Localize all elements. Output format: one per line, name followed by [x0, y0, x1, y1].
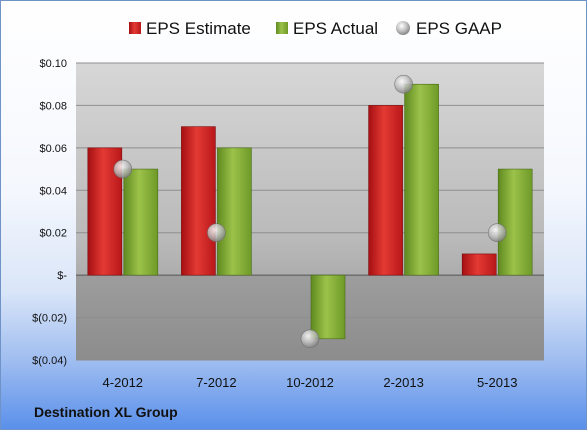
legend-label-estimate: EPS Estimate: [146, 19, 251, 38]
x-tick-label: 7-2012: [196, 375, 236, 390]
marker-eps-gaap: [113, 159, 133, 179]
y-tick-label: $(0.04): [32, 355, 67, 367]
legend-item-gaap: EPS GAAP: [396, 19, 502, 38]
legend-swatch-actual: [276, 22, 288, 34]
bar-eps-actual: [217, 147, 252, 276]
marker-eps-gaap: [207, 223, 226, 243]
bar-eps-actual: [123, 168, 159, 276]
marker-eps-gaap: [394, 74, 413, 94]
y-tick-label: $0.06: [39, 143, 67, 155]
x-tick-label: 10-2012: [286, 375, 334, 390]
legend-label-actual: EPS Actual: [293, 19, 378, 38]
x-tick-label: 5-2013: [477, 375, 517, 390]
legend-label-gaap: EPS GAAP: [416, 19, 502, 38]
y-tick-label: $-: [57, 270, 67, 282]
y-tick-label: $0.10: [39, 58, 67, 70]
y-tick-label: $(0.02): [32, 313, 67, 325]
y-axis-labels: $0.10 $0.08 $0.06 $0.04 $0.02 $- $(0.02) $(0.04…: [32, 58, 67, 367]
bar-eps-estimate: [181, 126, 216, 276]
y-tick-label: $0.08: [39, 100, 67, 112]
legend-swatch-gaap: [396, 21, 410, 35]
bar-eps-actual: [404, 83, 439, 276]
legend: EPS Estimate EPS Actual EPS GAAP: [129, 19, 502, 38]
legend-item-estimate: EPS Estimate: [129, 19, 251, 38]
legend-swatch-estimate: [129, 22, 141, 34]
bars: [87, 83, 533, 340]
bar-eps-actual: [497, 168, 533, 276]
x-tick-label: 4-2012: [103, 375, 143, 390]
company-name: Destination XL Group: [34, 404, 178, 420]
y-tick-label: $0.02: [39, 228, 67, 240]
legend-item-actual: EPS Actual: [276, 19, 378, 38]
marker-eps-gaap: [300, 329, 320, 349]
x-tick-label: 2-2013: [383, 375, 423, 390]
x-axis-labels: 4-2012 7-2012 10-2012 2-2013 5-2013: [103, 375, 518, 390]
bar-eps-estimate: [461, 253, 497, 276]
gaap-markers: [113, 74, 507, 349]
y-tick-label: $0.04: [39, 185, 67, 197]
bar-eps-estimate: [368, 105, 403, 276]
bar-eps-actual: [310, 274, 346, 340]
marker-eps-gaap: [487, 223, 507, 243]
